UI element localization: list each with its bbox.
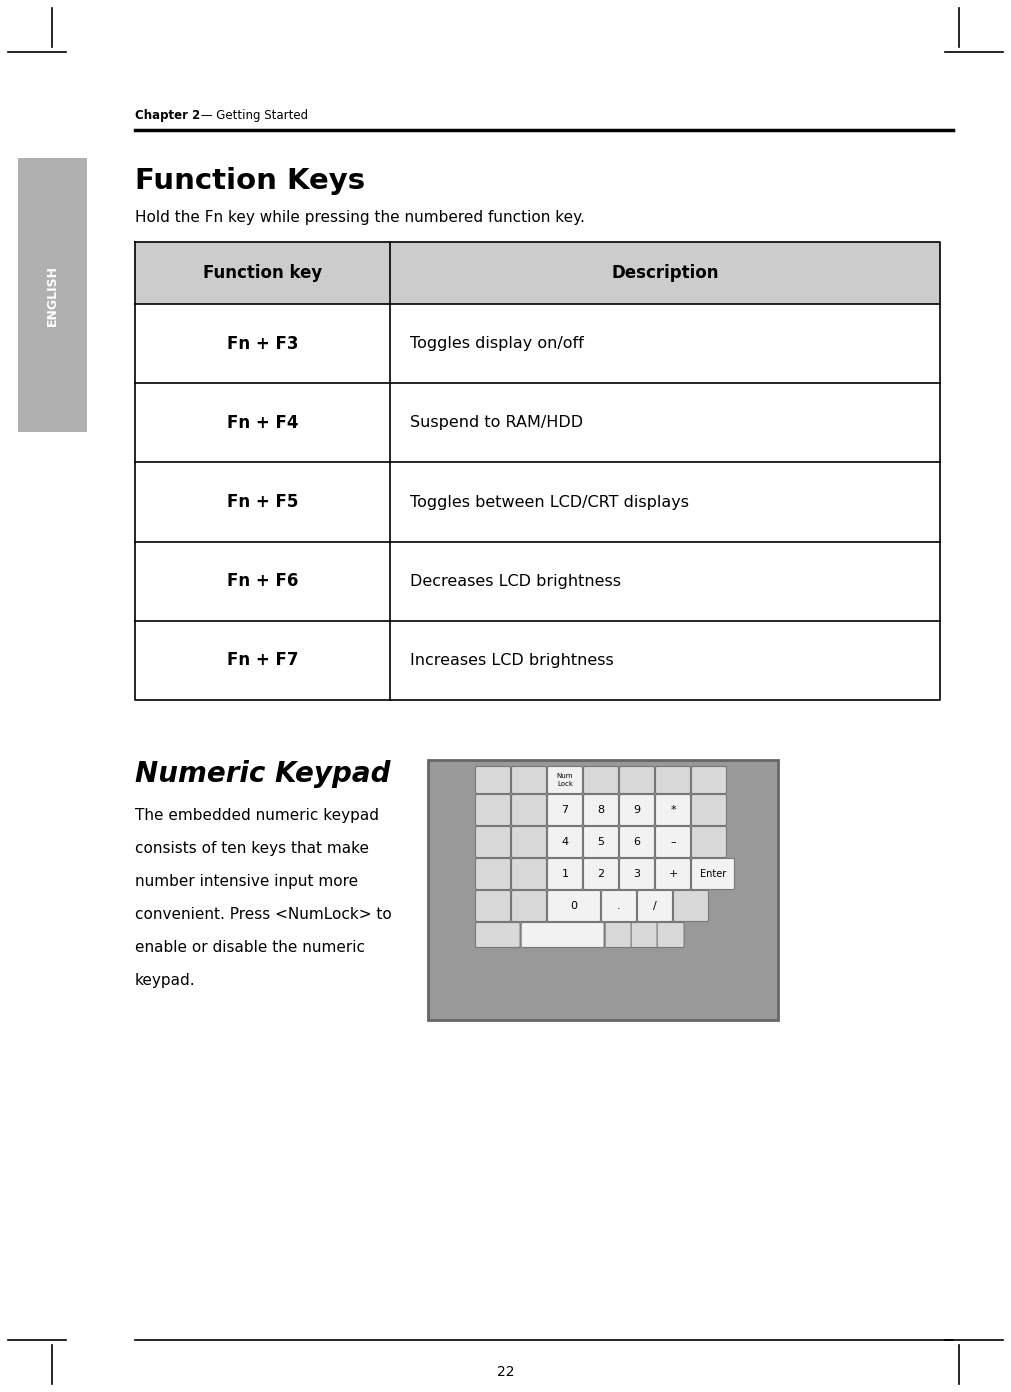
- Text: .: .: [617, 901, 621, 910]
- FancyBboxPatch shape: [655, 767, 691, 793]
- FancyBboxPatch shape: [475, 891, 511, 922]
- Text: *: *: [670, 805, 675, 814]
- FancyBboxPatch shape: [475, 923, 520, 948]
- Text: Fn + F4: Fn + F4: [226, 413, 298, 432]
- FancyBboxPatch shape: [583, 859, 619, 889]
- Text: Fn + F6: Fn + F6: [226, 572, 298, 590]
- FancyBboxPatch shape: [583, 827, 619, 857]
- Text: –: –: [670, 837, 675, 846]
- Bar: [428, 760, 778, 1020]
- FancyBboxPatch shape: [657, 923, 684, 948]
- FancyBboxPatch shape: [692, 795, 727, 825]
- Text: number intensive input more: number intensive input more: [135, 874, 358, 889]
- Text: 8: 8: [598, 805, 605, 814]
- Text: enable or disable the numeric: enable or disable the numeric: [135, 940, 365, 955]
- Text: convenient. Press <NumLock> to: convenient. Press <NumLock> to: [135, 908, 391, 922]
- FancyBboxPatch shape: [583, 795, 619, 825]
- FancyBboxPatch shape: [475, 827, 511, 857]
- FancyBboxPatch shape: [673, 891, 709, 922]
- Text: 0: 0: [570, 901, 577, 910]
- FancyBboxPatch shape: [548, 795, 582, 825]
- Text: Fn + F7: Fn + F7: [226, 651, 298, 670]
- Text: +: +: [668, 869, 677, 878]
- Text: Num
Lock: Num Lock: [557, 774, 573, 786]
- Text: 2: 2: [598, 869, 605, 878]
- Text: 22: 22: [496, 1366, 515, 1379]
- FancyBboxPatch shape: [512, 891, 547, 922]
- FancyBboxPatch shape: [548, 767, 582, 793]
- Text: 4: 4: [561, 837, 568, 846]
- FancyBboxPatch shape: [475, 767, 511, 793]
- Text: 1: 1: [561, 869, 568, 878]
- Text: ENGLISH: ENGLISH: [45, 264, 59, 326]
- FancyBboxPatch shape: [620, 859, 654, 889]
- FancyBboxPatch shape: [692, 859, 735, 889]
- FancyBboxPatch shape: [548, 859, 582, 889]
- FancyBboxPatch shape: [548, 891, 601, 922]
- Text: Suspend to RAM/HDD: Suspend to RAM/HDD: [410, 415, 583, 430]
- Text: Chapter 2: Chapter 2: [135, 109, 200, 122]
- Text: Hold the Fn key while pressing the numbered function key.: Hold the Fn key while pressing the numbe…: [135, 210, 585, 226]
- Text: Toggles between LCD/CRT displays: Toggles between LCD/CRT displays: [410, 494, 690, 509]
- Text: Fn + F5: Fn + F5: [226, 493, 298, 511]
- FancyBboxPatch shape: [512, 767, 547, 793]
- Text: — Getting Started: — Getting Started: [197, 109, 308, 122]
- FancyBboxPatch shape: [606, 923, 632, 948]
- FancyBboxPatch shape: [655, 859, 691, 889]
- FancyBboxPatch shape: [620, 767, 654, 793]
- FancyBboxPatch shape: [475, 859, 511, 889]
- FancyBboxPatch shape: [583, 767, 619, 793]
- FancyBboxPatch shape: [548, 827, 582, 857]
- Text: 7: 7: [561, 805, 568, 814]
- Text: The embedded numeric keypad: The embedded numeric keypad: [135, 807, 379, 823]
- FancyBboxPatch shape: [620, 795, 654, 825]
- Text: 9: 9: [634, 805, 641, 814]
- FancyBboxPatch shape: [692, 767, 727, 793]
- FancyBboxPatch shape: [602, 891, 637, 922]
- Text: Numeric Keypad: Numeric Keypad: [135, 760, 390, 788]
- Text: Function key: Function key: [203, 264, 323, 283]
- Bar: [18, 159, 87, 432]
- FancyBboxPatch shape: [512, 859, 547, 889]
- Text: Decreases LCD brightness: Decreases LCD brightness: [410, 574, 621, 589]
- Text: consists of ten keys that make: consists of ten keys that make: [135, 841, 369, 856]
- FancyBboxPatch shape: [521, 923, 605, 948]
- Text: 5: 5: [598, 837, 605, 846]
- Text: Toggles display on/off: Toggles display on/off: [410, 335, 583, 351]
- Text: /: /: [653, 901, 657, 910]
- Text: Increases LCD brightness: Increases LCD brightness: [410, 653, 614, 668]
- Text: 3: 3: [634, 869, 641, 878]
- Text: Enter: Enter: [700, 869, 726, 878]
- Text: 6: 6: [634, 837, 641, 846]
- FancyBboxPatch shape: [655, 827, 691, 857]
- Text: Fn + F3: Fn + F3: [226, 334, 298, 352]
- Bar: [135, 242, 940, 303]
- FancyBboxPatch shape: [512, 795, 547, 825]
- FancyBboxPatch shape: [692, 827, 727, 857]
- Text: keypad.: keypad.: [135, 973, 195, 988]
- Text: Description: Description: [612, 264, 719, 283]
- FancyBboxPatch shape: [475, 795, 511, 825]
- FancyBboxPatch shape: [638, 891, 672, 922]
- FancyBboxPatch shape: [620, 827, 654, 857]
- FancyBboxPatch shape: [512, 827, 547, 857]
- FancyBboxPatch shape: [655, 795, 691, 825]
- FancyBboxPatch shape: [631, 923, 658, 948]
- Text: Function Keys: Function Keys: [135, 167, 365, 195]
